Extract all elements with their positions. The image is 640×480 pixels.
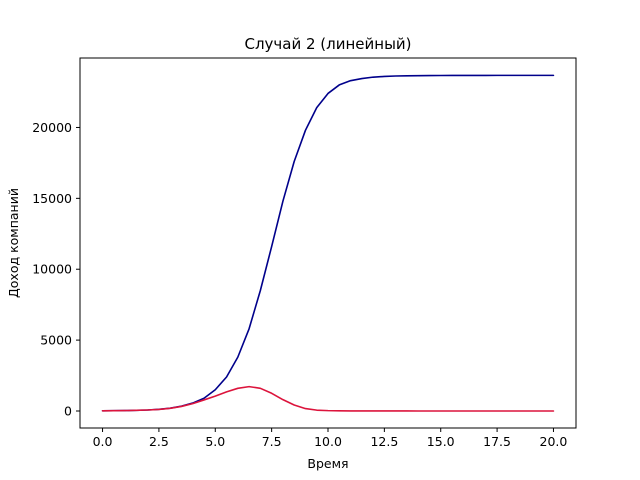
y-tick-label: 15000 — [32, 191, 72, 206]
plot-lines — [101, 74, 555, 412]
chart-title: Случай 2 (линейный) — [244, 35, 411, 53]
x-tick-label: 5.0 — [205, 434, 225, 449]
x-tick-label: 10.0 — [314, 434, 342, 449]
x-tick-label: 17.5 — [483, 434, 511, 449]
x-tick-label: 2.5 — [149, 434, 169, 449]
x-tick-label: 20.0 — [540, 434, 568, 449]
y-axis-ticks: 0 5000 10000 15000 20000 — [32, 120, 80, 418]
x-tick-label: 7.5 — [262, 434, 282, 449]
y-tick-label: 5000 — [40, 333, 72, 348]
x-tick-label: 0.0 — [93, 434, 113, 449]
y-axis-label: Доход компаний — [6, 188, 21, 298]
x-tick-label: 15.0 — [427, 434, 455, 449]
x-axis-label: Время — [307, 456, 348, 471]
x-tick-label: 12.5 — [370, 434, 398, 449]
y-tick-label: 10000 — [32, 262, 72, 277]
y-tick-label: 0 — [64, 403, 72, 418]
series-line-2 — [101, 385, 555, 412]
y-tick-label: 20000 — [32, 120, 72, 135]
x-axis-ticks: 0.0 2.5 5.0 7.5 10.0 12.5 15.0 17.5 20.0 — [93, 428, 568, 449]
